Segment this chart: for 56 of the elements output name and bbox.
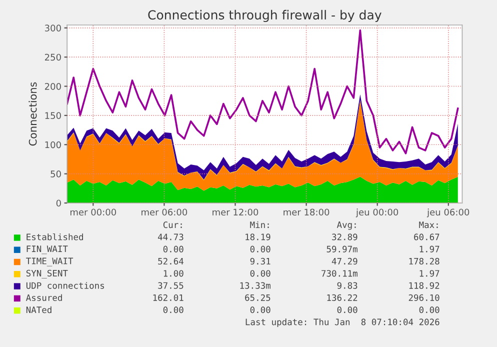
text: 0.00 bbox=[250, 306, 270, 314]
text: 0.00 bbox=[163, 306, 184, 314]
legend-label: SYN_SENT bbox=[26, 270, 68, 278]
x-tick-label: mer 12:00 bbox=[212, 208, 258, 216]
text: 178.28 bbox=[409, 258, 440, 265]
text: 296.10 bbox=[408, 294, 440, 301]
x-tick-label: jeu 00:00 bbox=[356, 208, 398, 218]
text: Last update: Thu Jan 8 07:10:04 2026 bbox=[246, 318, 440, 327]
line-series bbox=[67, 29, 459, 154]
chart-title: Connections through firewall - by day bbox=[148, 10, 382, 22]
x-tick-label: mer 06:00 bbox=[142, 208, 188, 216]
text: Max: bbox=[419, 222, 438, 228]
x-tick-label: mer 00:00 bbox=[70, 208, 116, 216]
text: 118.92 bbox=[409, 282, 440, 289]
text: 13.33m bbox=[240, 282, 270, 289]
y-tick-label: 100 bbox=[45, 141, 61, 148]
y-tick-label: 0 bbox=[56, 200, 61, 207]
y-tick-label: 300 bbox=[44, 24, 61, 32]
legend-label: TIME_WAIT bbox=[26, 258, 74, 266]
text: 32.89 bbox=[332, 234, 358, 240]
text: 136.22 bbox=[327, 294, 358, 301]
text: 52.64 bbox=[158, 258, 184, 265]
text: 730.11m bbox=[322, 270, 358, 277]
text: 65.25 bbox=[245, 294, 270, 301]
text: 0.00 bbox=[419, 306, 440, 314]
text: 0.00 bbox=[250, 246, 270, 252]
text: 0.00 bbox=[250, 270, 270, 277]
legend-label: Established bbox=[26, 233, 83, 240]
text: Min: bbox=[250, 221, 269, 228]
text: 60.67 bbox=[414, 234, 440, 240]
y-tick-label: 150 bbox=[45, 112, 61, 120]
text: 0.00 bbox=[163, 246, 184, 252]
text: 18.19 bbox=[246, 234, 270, 240]
legend-label: FIN_WAIT bbox=[26, 246, 68, 254]
text: 9.31 bbox=[250, 258, 270, 265]
y-tick-label: 200 bbox=[44, 82, 61, 90]
text: Avg: bbox=[336, 222, 356, 230]
text: 1.97 bbox=[420, 270, 440, 277]
legend-label: Assured bbox=[26, 294, 62, 301]
text: 1.00 bbox=[164, 270, 184, 277]
text: 37.55 bbox=[158, 282, 184, 289]
x-tick-label: jeu 06:00 bbox=[426, 208, 470, 218]
legend-label: NATed bbox=[26, 306, 52, 314]
y-tick-label: 50 bbox=[50, 170, 61, 178]
text: 9.83 bbox=[337, 282, 358, 289]
text: 1.97 bbox=[420, 246, 440, 252]
text: 47.29 bbox=[332, 258, 358, 265]
y-tick-label: 250 bbox=[44, 54, 61, 61]
text: Cur: bbox=[163, 221, 182, 228]
text: 44.73 bbox=[158, 234, 184, 240]
x-tick-label: mer 18:00 bbox=[284, 208, 330, 216]
y-axis-title: Connections bbox=[28, 82, 37, 146]
text: 162.01 bbox=[153, 294, 184, 301]
legend-label: UDP connections bbox=[26, 282, 104, 289]
text: 0.00 bbox=[337, 306, 358, 314]
text: 59.97m bbox=[326, 246, 358, 252]
